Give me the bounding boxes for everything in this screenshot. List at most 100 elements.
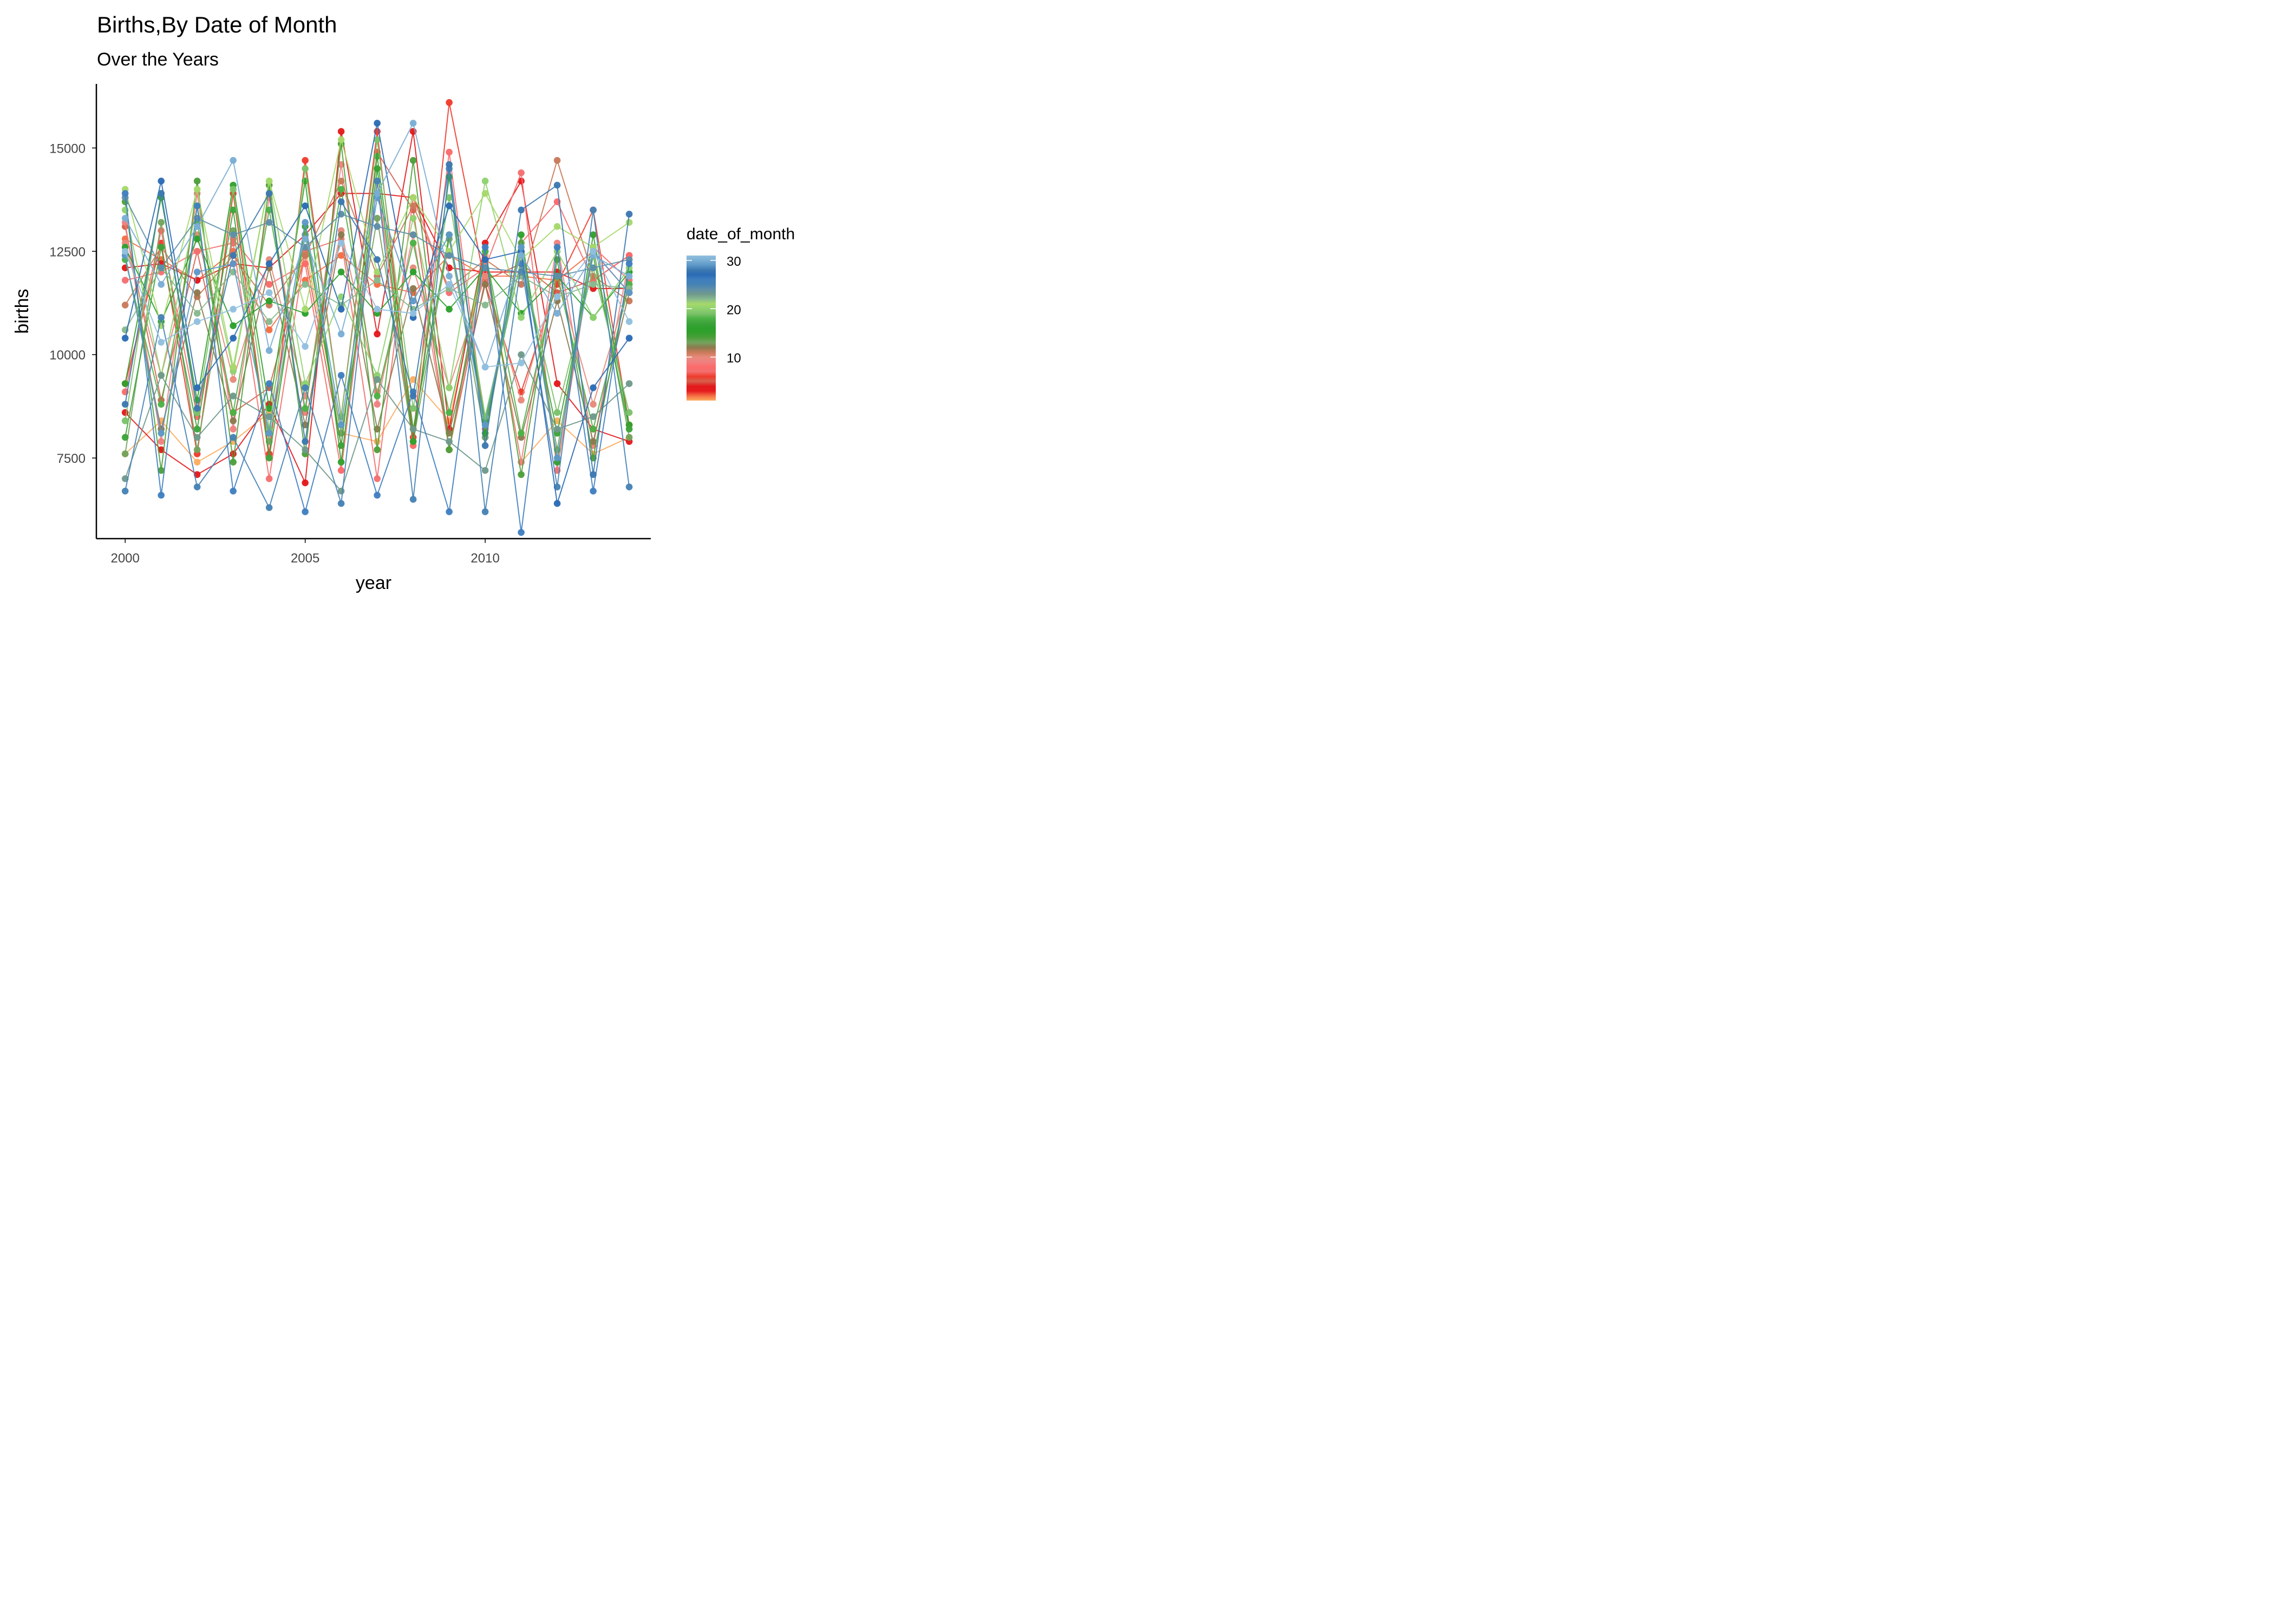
data-point-9-2001 (158, 438, 165, 445)
data-point-25-2014 (625, 483, 633, 490)
data-point-7-2004 (265, 475, 273, 482)
data-point-7-2000 (121, 277, 129, 284)
data-point-9-2007 (374, 401, 381, 408)
data-point-23-2013 (590, 413, 597, 421)
data-point-17-2004 (265, 454, 273, 462)
data-point-25-2000 (121, 487, 129, 495)
data-point-10-2010 (481, 272, 489, 280)
data-point-4-2002 (193, 471, 201, 478)
data-point-13-2007 (374, 214, 381, 222)
data-point-23-2014 (625, 380, 633, 387)
data-point-31-2003 (230, 305, 237, 313)
data-point-27-2000 (121, 335, 129, 342)
data-point-30-2005 (302, 235, 309, 243)
data-point-1-2002 (193, 459, 201, 466)
data-point-22-2002 (193, 310, 201, 317)
data-point-25-2010 (481, 508, 489, 515)
data-point-29-2012 (553, 454, 561, 462)
data-point-26-2007 (374, 492, 381, 499)
series-date-26 (121, 190, 633, 536)
data-point-18-2001 (158, 401, 165, 408)
data-point-19-2008 (409, 405, 417, 412)
data-point-28-2013 (590, 471, 597, 478)
data-point-4-2006 (337, 128, 345, 135)
data-point-14-2003 (230, 459, 237, 466)
data-point-13-2014 (625, 434, 633, 441)
data-point-19-2012 (553, 409, 561, 416)
data-point-11-2005 (302, 252, 309, 259)
data-point-24-2010 (481, 264, 489, 272)
data-point-27-2009 (446, 202, 453, 209)
data-point-19-2003 (230, 186, 237, 193)
data-point-28-2011 (518, 206, 525, 214)
data-point-19-2000 (121, 417, 129, 424)
data-point-29-2014 (625, 289, 633, 296)
data-point-11-2012 (553, 156, 561, 164)
data-point-31-2009 (446, 281, 453, 288)
data-point-28-2003 (230, 252, 237, 259)
data-point-11-2000 (121, 302, 129, 309)
data-point-7-2002 (193, 247, 201, 255)
x-tick-label-2005: 2005 (291, 551, 319, 566)
data-point-1-2008 (409, 376, 417, 383)
data-point-31-2001 (158, 338, 165, 346)
data-point-20-2009 (446, 384, 453, 391)
data-point-4-2003 (230, 450, 237, 457)
data-point-21-2010 (481, 190, 489, 197)
data-point-17-2002 (193, 425, 201, 433)
data-point-28-2010 (481, 442, 489, 449)
data-point-26-2012 (553, 244, 561, 251)
data-point-26-2006 (337, 372, 345, 379)
births-line-chart: Births,By Date of Month Over the Years 2… (12, 12, 795, 593)
data-point-28-2008 (409, 392, 417, 400)
data-point-23-2010 (481, 467, 489, 474)
data-point-26-2014 (625, 260, 633, 267)
data-point-31-2006 (337, 239, 345, 247)
data-point-15-2000 (121, 380, 129, 387)
data-point-17-2006 (337, 442, 345, 449)
data-point-29-2009 (446, 231, 453, 239)
data-point-28-2000 (121, 401, 129, 408)
series-date-14 (121, 140, 633, 478)
data-point-6-2009 (446, 99, 453, 106)
data-point-14-2002 (193, 178, 201, 185)
data-point-24-2008 (409, 231, 417, 239)
data-point-27-2002 (193, 384, 201, 391)
data-point-1-2007 (374, 438, 381, 445)
legend-tick-label-10: 10 (727, 351, 741, 366)
data-point-30-2012 (553, 310, 561, 317)
data-point-13-2001 (158, 219, 165, 226)
data-point-30-2008 (409, 120, 417, 127)
data-point-18-2005 (302, 405, 309, 412)
data-point-11-2008 (409, 202, 417, 209)
data-point-24-2012 (553, 272, 561, 280)
data-point-26-2002 (193, 202, 201, 209)
data-point-20-2008 (409, 214, 417, 222)
y-tick-label-10000: 10000 (49, 348, 86, 363)
plot-area (121, 99, 633, 536)
data-point-18-2009 (446, 409, 453, 416)
data-point-8-2001 (158, 227, 165, 234)
data-point-30-2003 (230, 156, 237, 164)
data-point-18-2011 (518, 429, 525, 437)
data-point-19-2014 (625, 409, 633, 416)
data-point-14-2001 (158, 467, 165, 474)
data-point-31-2011 (518, 359, 525, 366)
data-point-11-2006 (337, 178, 345, 185)
data-point-15-2006 (337, 459, 345, 466)
data-point-11-2011 (518, 281, 525, 288)
data-point-15-2004 (265, 405, 273, 412)
data-point-10-2011 (518, 396, 525, 404)
data-point-21-2003 (230, 363, 237, 371)
data-point-26-2011 (518, 529, 525, 536)
data-point-4-2000 (121, 409, 129, 416)
data-point-30-2011 (518, 252, 525, 259)
data-point-30-2004 (265, 347, 273, 354)
y-tick-label-15000: 15000 (49, 141, 86, 156)
chart-container: Births,By Date of Month Over the Years 2… (0, 0, 845, 603)
legend-tick-label-30: 30 (727, 254, 741, 269)
data-point-12-2008 (409, 285, 417, 292)
data-point-21-2007 (374, 269, 381, 276)
data-point-28-2006 (337, 198, 345, 205)
data-point-16-2004 (265, 297, 273, 305)
